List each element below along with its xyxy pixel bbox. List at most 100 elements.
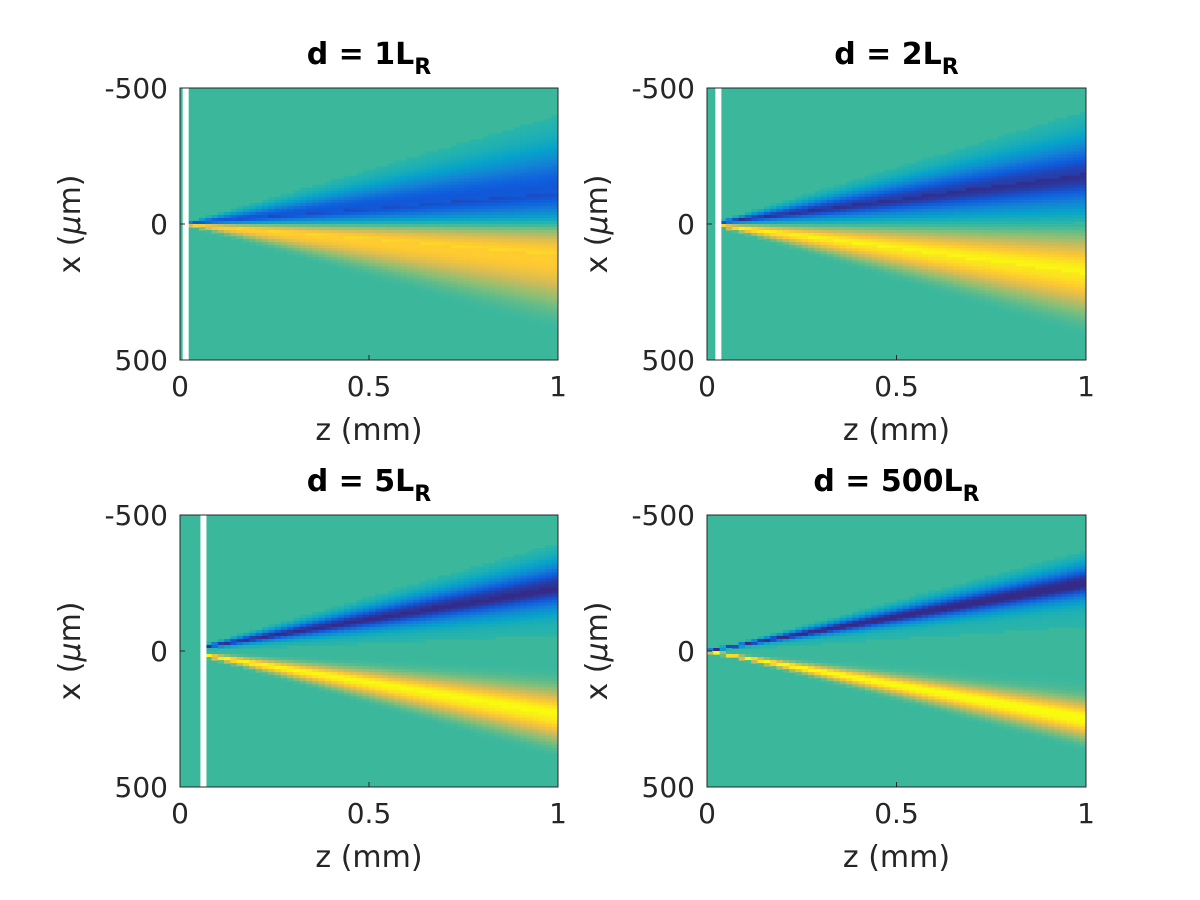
heatmap-cell (978, 260, 986, 264)
heatmap-cell (236, 666, 244, 670)
heatmap-cell (287, 632, 294, 637)
heatmap-cell (940, 220, 948, 225)
heatmap-cell (1060, 199, 1068, 204)
heatmap-cell (224, 230, 231, 234)
heatmap-cell (921, 205, 929, 210)
heatmap-cell (820, 245, 828, 249)
heatmap-cell (274, 220, 282, 225)
heatmap-cell (545, 281, 553, 286)
heatmap-cell (211, 654, 219, 658)
heatmap-cell (883, 181, 891, 186)
heatmap-cell (947, 190, 954, 195)
heatmap-cell (211, 644, 219, 649)
heatmap-cell (243, 657, 250, 661)
heatmap-cell (532, 139, 540, 143)
heatmap-cell (369, 663, 376, 667)
heatmap-cell (763, 224, 771, 228)
heatmap-cell (369, 599, 376, 604)
heatmap-cell (984, 157, 992, 162)
heatmap-cell (249, 239, 257, 243)
heatmap-cell (763, 236, 771, 240)
heatmap-cell (953, 263, 961, 267)
heatmap-cell (545, 308, 553, 313)
heatmap-cell (312, 217, 320, 222)
heatmap-cell (965, 196, 973, 201)
heatmap-cell (902, 233, 910, 237)
heatmap-cell (909, 220, 917, 225)
heatmap-cell (1022, 254, 1030, 258)
heatmap-cell (1010, 236, 1018, 240)
heatmap-cell (972, 284, 980, 289)
heatmap-cell (965, 217, 973, 222)
heatmap-cell (858, 257, 866, 261)
heatmap-cell (488, 266, 496, 270)
heatmap-cell (1035, 148, 1043, 153)
heatmap-cell (1029, 260, 1037, 264)
heatmap-cell (463, 302, 471, 307)
heatmap-cell (953, 148, 961, 153)
heatmap-cell (369, 614, 376, 619)
heatmap-cell (507, 160, 515, 165)
heatmap-cell (1022, 281, 1030, 286)
heatmap-cell (457, 169, 465, 174)
heatmap-cell (877, 202, 885, 207)
heatmap-cell (394, 166, 402, 171)
heatmap-cell (450, 175, 458, 180)
heatmap-cell (833, 211, 841, 216)
heatmap-cell (406, 190, 414, 195)
heatmap-cell (293, 678, 301, 682)
heatmap-cell (1067, 148, 1074, 153)
heatmap-cell (1041, 151, 1049, 156)
heatmap-cell (940, 184, 948, 189)
heatmap-cell (551, 278, 558, 283)
heatmap-cell (1067, 284, 1074, 289)
heatmap-cell (1035, 151, 1043, 156)
heatmap-cell (287, 230, 294, 234)
heatmap-cell (406, 248, 414, 252)
heatmap-cell (513, 311, 521, 316)
heatmap-cell (419, 220, 427, 225)
heatmap-cell (482, 251, 490, 255)
heatmap-cell (1041, 299, 1049, 304)
heatmap-cell (375, 693, 383, 697)
heatmap-cell (419, 239, 427, 243)
heatmap-cell (469, 254, 477, 258)
heatmap-cell (280, 199, 288, 204)
heatmap-cell (902, 172, 910, 177)
heatmap-cell (839, 242, 847, 246)
heatmap-cell (444, 290, 452, 295)
heatmap-cell (381, 593, 389, 598)
heatmap-cell (896, 251, 904, 255)
heatmap-cell (318, 224, 326, 228)
heatmap-cell (444, 148, 452, 153)
heatmap-cell (972, 251, 980, 255)
heatmap-cell (482, 278, 490, 283)
heatmap-cell (318, 626, 326, 631)
heatmap-cell (400, 278, 408, 283)
heatmap-cell (1060, 227, 1068, 231)
heatmap-cell (1010, 139, 1018, 143)
heatmap-cell (1060, 323, 1068, 328)
heatmap-cell (362, 254, 370, 258)
heatmap-cell (406, 181, 414, 186)
heatmap-cell (249, 644, 257, 649)
heatmap-cell (928, 284, 935, 289)
heatmap-cell (381, 187, 389, 192)
heatmap-cell (268, 220, 276, 225)
heatmap-cell (1029, 217, 1037, 222)
heatmap-cell (1041, 248, 1049, 252)
heatmap-cell (387, 608, 395, 613)
heatmap-cell (883, 245, 891, 249)
heatmap-cell (432, 239, 439, 243)
heatmap-cell (782, 224, 790, 228)
heatmap-cell (400, 202, 408, 207)
heatmap-cell (343, 263, 351, 267)
heatmap-cell (495, 220, 502, 225)
heatmap-cell (299, 211, 307, 216)
heatmap-cell (362, 690, 370, 694)
heatmap-cell (909, 266, 917, 270)
heatmap-cell (331, 641, 339, 646)
heatmap-cell (488, 275, 496, 279)
heatmap-cell (539, 320, 546, 325)
heatmap-cell (381, 684, 389, 688)
